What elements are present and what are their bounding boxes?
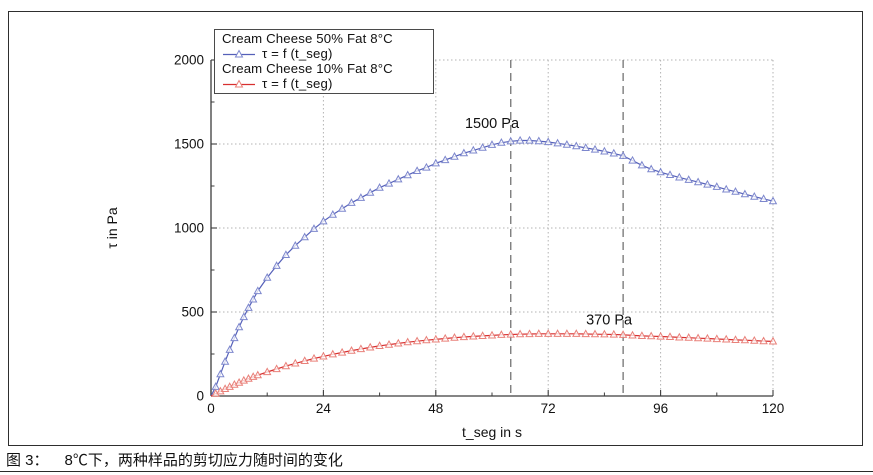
chart-canvas: 0 24 48 72 96 120 0 500 1000 1500 2000 1500 Pa 370 P… (174, 53, 785, 417)
legend-series-entry: τ = f (t_seg) (215, 76, 433, 91)
chart-legend: Cream Cheese 50% Fat 8°C τ = f (t_seg) C… (214, 29, 434, 94)
legend-triangle-marker (234, 48, 244, 57)
series-marker-icon (223, 48, 255, 57)
y-tick-label: 0 (196, 389, 204, 404)
legend-series-entry: τ = f (t_seg) (215, 46, 433, 61)
series-marker-icon (223, 78, 255, 87)
figure-caption-label: 图 3： (6, 452, 49, 469)
legend-triangle-marker (234, 78, 244, 87)
x-tick-label: 96 (653, 401, 668, 416)
annotation-label: 370 Pa (586, 313, 633, 329)
legend-series-label: τ = f (t_seg) (262, 76, 333, 91)
bottom-divider (0, 471, 873, 472)
legend-series-title: Cream Cheese 10% Fat 8°C (222, 61, 393, 76)
x-tick-label: 120 (762, 401, 785, 416)
y-tick-label: 2000 (174, 53, 204, 68)
figure-caption: 图 3： 8℃下，两种样品的剪切应力随时间的变化 (6, 449, 343, 470)
y-tick-label: 1000 (174, 221, 204, 236)
annotation-label: 1500 Pa (465, 116, 520, 132)
figure-caption-text: 8℃下，两种样品的剪切应力随时间的变化 (64, 452, 343, 469)
y-tick-label: 500 (181, 305, 204, 320)
legend-series-label: τ = f (t_seg) (262, 46, 333, 61)
series-markers-0 (211, 135, 778, 390)
chart-panel: 0 24 48 72 96 120 0 500 1000 1500 2000 1500 Pa 370 P… (8, 11, 863, 446)
x-tick-label: 24 (316, 401, 332, 416)
y-tick-label: 1500 (174, 137, 204, 152)
x-tick-label: 0 (207, 401, 215, 416)
legend-series-title: Cream Cheese 50% Fat 8°C (222, 31, 393, 46)
x-axis-title: t_seg in s (462, 424, 522, 440)
x-tick-label: 72 (541, 401, 556, 416)
y-axis-title: τ in Pa (104, 207, 120, 249)
x-tick-label: 48 (428, 401, 443, 416)
series-markers-1 (211, 329, 778, 397)
